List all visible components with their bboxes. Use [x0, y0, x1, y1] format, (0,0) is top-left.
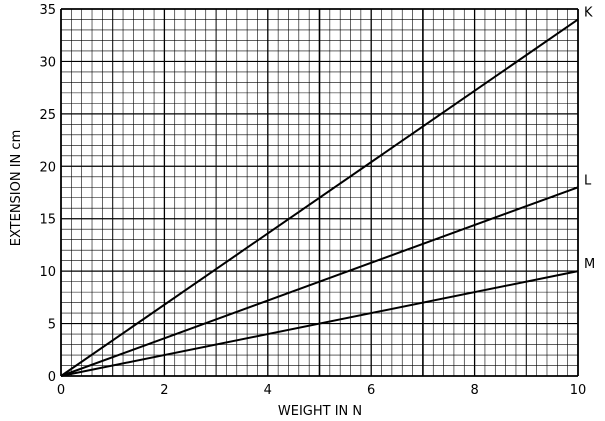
- y-axis-label: EXTENSION IN cm: [9, 130, 24, 246]
- y-tick-label: 5: [48, 318, 56, 333]
- x-tick-label: 0: [57, 383, 65, 398]
- series-label-k: K: [584, 5, 593, 20]
- series-line-m: [60, 270, 579, 377]
- x-tick-label: 6: [367, 383, 375, 398]
- x-tick-label: 8: [470, 383, 478, 398]
- x-axis-label: WEIGHT IN N: [278, 404, 362, 419]
- x-tick-label: 2: [160, 383, 168, 398]
- x-tick-label: 10: [570, 383, 587, 398]
- y-tick-label: 35: [39, 3, 56, 18]
- series-label-m: M: [584, 257, 595, 272]
- series-label-l: L: [584, 173, 592, 188]
- series-line-k: [60, 18, 579, 377]
- series-line-l: [60, 186, 579, 377]
- y-tick-label: 20: [39, 160, 56, 175]
- tick-labels: 0 2 4 6 8 10 0 5 10 15 20 25 30 35: [39, 3, 586, 398]
- grid: [60, 8, 579, 377]
- x-tick-label: 4: [264, 383, 272, 398]
- series-lines: K L M: [60, 5, 595, 377]
- y-tick-label: 30: [39, 55, 56, 70]
- y-tick-label: 15: [39, 213, 56, 228]
- y-tick-label: 0: [48, 370, 56, 385]
- y-tick-label: 10: [39, 265, 56, 280]
- y-tick-label: 25: [39, 108, 56, 123]
